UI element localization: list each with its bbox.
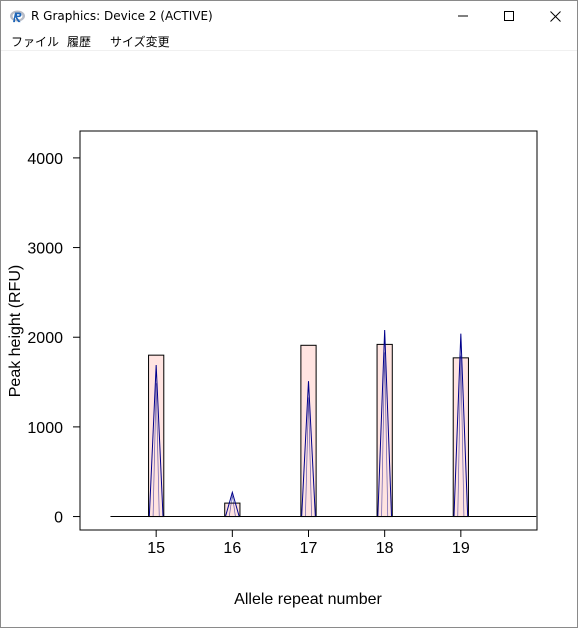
maximize-button[interactable] <box>486 1 532 31</box>
y-axis-label: Peak height (RFU) <box>7 265 24 398</box>
y-tick-label: 4000 <box>27 151 63 168</box>
title-bar[interactable]: R Graphics: Device 2 (ACTIVE) <box>1 1 577 31</box>
x-tick-label: 17 <box>300 540 318 557</box>
bar-19 <box>452 357 469 518</box>
menu-file[interactable]: ファイル <box>11 35 60 49</box>
y-tick-label: 2000 <box>27 330 63 347</box>
menu-resize[interactable]: サイズ変更 <box>110 35 170 49</box>
peak-inner-16 <box>228 495 236 517</box>
r-logo-icon <box>10 10 25 23</box>
x-tick-label: 15 <box>147 540 165 557</box>
close-button[interactable] <box>532 1 578 31</box>
plot-canvas: 0 1000 2000 3000 4000 15 16 17 18 19 Allele repe… <box>1 51 577 627</box>
chart: 0 1000 2000 3000 4000 15 16 17 18 19 Allele repe… <box>7 130 538 608</box>
x-axis-label: Allele repeat number <box>234 591 382 608</box>
y-tick-label: 3000 <box>27 241 63 258</box>
peak-18 <box>377 330 393 517</box>
y-tick-label: 1000 <box>27 420 63 437</box>
peak-inner-15 <box>152 383 160 517</box>
x-tick-label: 19 <box>452 540 470 557</box>
peak-16 <box>224 490 240 517</box>
y-tick-label: 0 <box>54 510 63 527</box>
peak-15 <box>148 364 164 517</box>
x-tick-label: 16 <box>223 540 241 557</box>
close-icon <box>549 10 561 22</box>
window-title: R Graphics: Device 2 (ACTIVE) <box>31 9 213 23</box>
peak-19 <box>453 333 469 517</box>
minimize-button[interactable] <box>440 1 486 31</box>
peak-inner-17 <box>305 397 312 517</box>
minimize-icon <box>458 15 468 17</box>
x-tick-label: 18 <box>376 540 394 557</box>
maximize-icon <box>504 11 514 21</box>
menu-bar: ファイル 履歴 サイズ変更 <box>1 31 577 51</box>
peak-inner-19 <box>457 355 465 517</box>
menu-history[interactable]: 履歴 <box>67 35 92 49</box>
peak-inner-18 <box>381 352 389 517</box>
peak-17 <box>301 381 316 517</box>
